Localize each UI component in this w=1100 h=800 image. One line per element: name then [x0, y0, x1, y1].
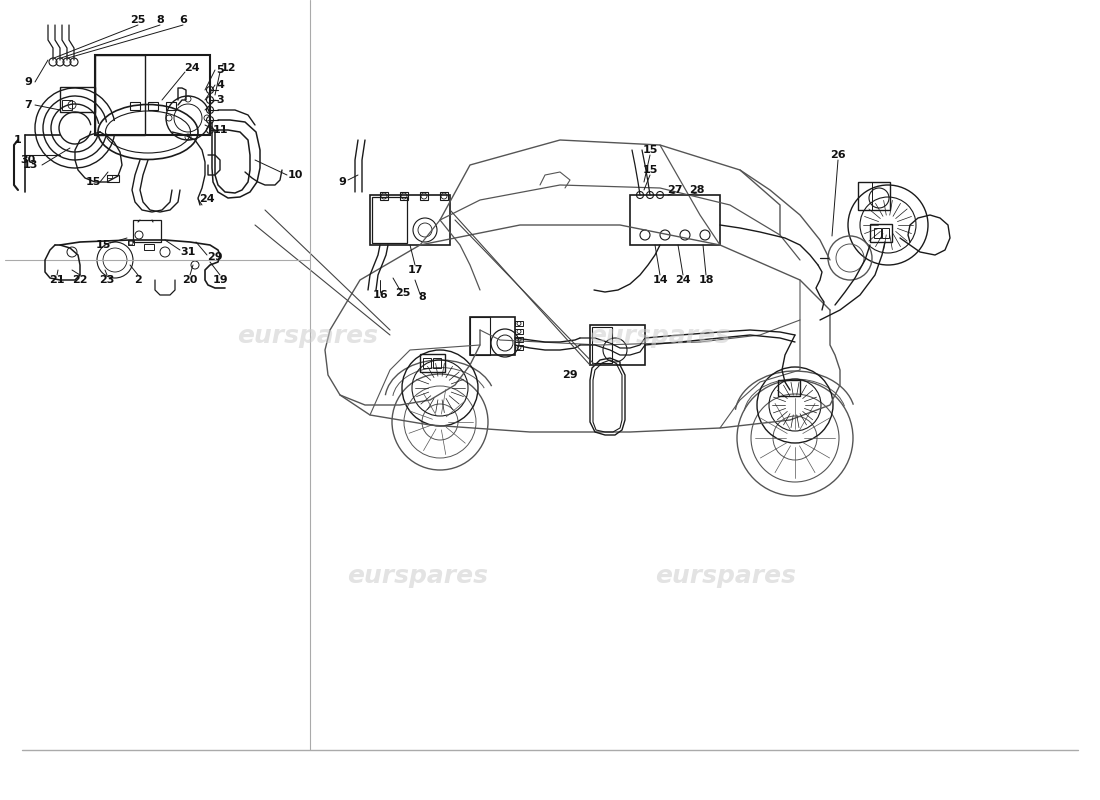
Text: 29: 29 — [207, 252, 223, 262]
Bar — [424, 358, 431, 368]
Bar — [592, 327, 612, 363]
Text: 22: 22 — [73, 275, 88, 285]
Bar — [420, 192, 428, 200]
Bar — [515, 337, 522, 342]
Bar — [433, 358, 441, 368]
Text: 15: 15 — [86, 177, 101, 187]
Bar — [95, 55, 210, 135]
Bar — [62, 100, 72, 110]
Bar — [778, 380, 800, 396]
Text: 13: 13 — [22, 160, 37, 170]
Bar — [858, 182, 890, 210]
Bar — [148, 102, 158, 110]
Text: 9: 9 — [338, 177, 345, 187]
Bar — [470, 317, 490, 355]
Text: 26: 26 — [830, 150, 846, 160]
Bar — [107, 175, 119, 182]
Text: 25: 25 — [130, 15, 145, 25]
Text: 16: 16 — [372, 290, 388, 300]
Text: 24: 24 — [675, 275, 691, 285]
Bar — [95, 55, 145, 135]
Bar — [107, 175, 112, 178]
Text: eurspares: eurspares — [348, 564, 488, 588]
Bar — [515, 321, 522, 326]
Text: 14: 14 — [652, 275, 668, 285]
Text: 29: 29 — [562, 370, 578, 380]
Text: 15: 15 — [642, 165, 658, 175]
Text: 23: 23 — [99, 275, 114, 285]
Text: 15: 15 — [642, 145, 658, 155]
Text: 8: 8 — [156, 15, 164, 25]
Text: 20: 20 — [183, 275, 198, 285]
Bar — [130, 102, 140, 110]
Bar — [133, 220, 161, 242]
Bar — [420, 354, 446, 372]
Bar — [128, 240, 134, 245]
Text: 3: 3 — [217, 95, 223, 105]
Text: eurspares: eurspares — [590, 324, 730, 348]
Bar — [60, 87, 95, 112]
Text: 25: 25 — [395, 288, 410, 298]
Bar — [166, 102, 176, 110]
Bar — [400, 192, 408, 200]
Text: 30: 30 — [21, 155, 35, 165]
Text: 8: 8 — [418, 292, 426, 302]
Bar — [144, 244, 154, 250]
Bar — [858, 182, 872, 210]
Text: 2: 2 — [134, 275, 142, 285]
Bar — [379, 192, 388, 200]
Text: 11: 11 — [212, 125, 228, 135]
Bar — [372, 197, 407, 243]
Text: 17: 17 — [407, 265, 422, 275]
Bar — [870, 224, 892, 242]
Text: 12: 12 — [220, 63, 235, 73]
Text: 27: 27 — [668, 185, 683, 195]
Bar — [440, 192, 448, 200]
Text: 18: 18 — [698, 275, 714, 285]
Text: 15: 15 — [96, 240, 111, 250]
Bar — [515, 329, 522, 334]
Text: 9: 9 — [24, 77, 32, 87]
Text: 24: 24 — [199, 194, 214, 204]
Text: 6: 6 — [179, 15, 187, 25]
Text: 4: 4 — [216, 80, 224, 90]
Text: 19: 19 — [212, 275, 228, 285]
Text: 31: 31 — [180, 247, 196, 257]
Bar — [370, 195, 450, 245]
Text: 7: 7 — [24, 100, 32, 110]
Bar — [515, 345, 522, 350]
Text: 24: 24 — [184, 63, 200, 73]
Text: 28: 28 — [690, 185, 705, 195]
Text: 10: 10 — [287, 170, 303, 180]
Text: 21: 21 — [50, 275, 65, 285]
Bar — [470, 317, 515, 355]
Text: 5: 5 — [217, 65, 223, 75]
Bar — [590, 325, 645, 365]
Bar — [882, 228, 889, 238]
Text: eurspares: eurspares — [656, 564, 796, 588]
Bar — [630, 195, 720, 245]
Text: eurspares: eurspares — [238, 324, 378, 348]
Bar — [874, 228, 881, 238]
Text: 1: 1 — [14, 135, 22, 145]
